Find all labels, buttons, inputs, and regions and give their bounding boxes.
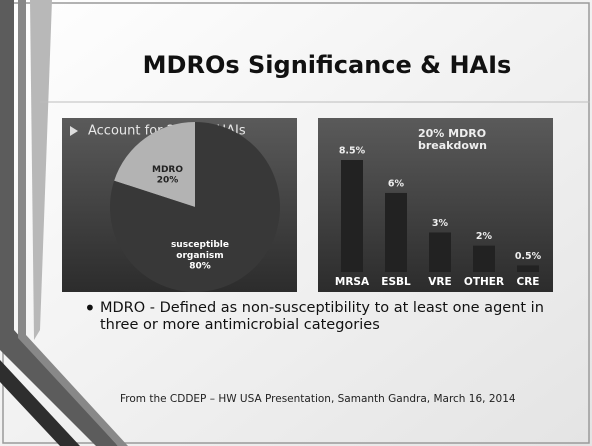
x-tick-label: MRSA	[335, 276, 370, 288]
x-tick-label: ESBL	[381, 276, 411, 288]
bar-value-label: 0.5%	[515, 251, 542, 262]
slice-value: 80%	[189, 261, 211, 271]
bar-value-label: 3%	[432, 218, 449, 229]
pie-slice	[114, 122, 195, 207]
bar	[517, 265, 539, 272]
slice-label: susceptible organism	[171, 239, 229, 260]
bullet-dot: •	[84, 296, 96, 320]
decor-stripe	[0, 360, 80, 446]
chart-title: 20% MDRO breakdown	[418, 127, 487, 152]
bar-value-label: 6%	[388, 178, 405, 189]
slice-value: 20%	[157, 176, 179, 186]
bullet-text: MDRO - Defined as non-susceptibility to …	[100, 300, 544, 333]
bar	[385, 192, 407, 272]
pie-slice	[110, 122, 280, 292]
slide-title: MDROs Significance & HAIs	[143, 51, 512, 79]
x-tick-label: VRE	[428, 276, 451, 288]
bar-value-label: 2%	[476, 231, 493, 242]
decor-stripe	[0, 0, 118, 446]
bar	[429, 232, 451, 272]
bullet-arrow	[70, 126, 78, 136]
x-tick-label: OTHER	[464, 276, 504, 288]
decor-stripe	[30, 0, 52, 340]
slice-label: MDRO	[152, 165, 183, 175]
bar	[341, 160, 363, 272]
bar	[473, 245, 495, 272]
footer: From the CDDEP – HW USA Presentation, Sa…	[120, 393, 516, 405]
x-tick-label: CRE	[517, 276, 540, 288]
bar-value-label: 8.5%	[339, 146, 366, 157]
